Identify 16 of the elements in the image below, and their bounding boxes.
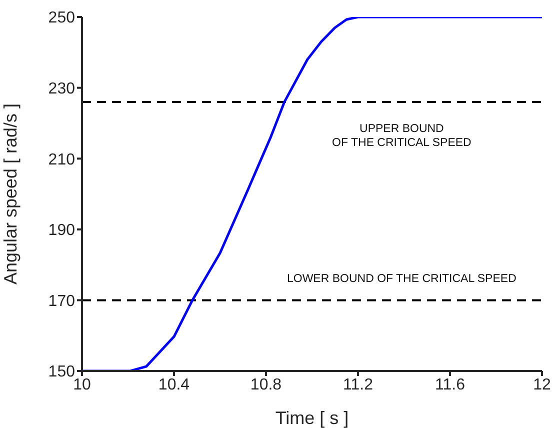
x-axis-title: Time [ s ] — [275, 408, 349, 428]
x-tick-label: 10.4 — [158, 376, 190, 394]
x-tick-label: 11.2 — [343, 376, 374, 394]
x-tick-label: 10 — [73, 376, 91, 394]
ref-line-label: UPPER BOUND OF THE CRITICAL SPEED — [332, 122, 472, 149]
y-tick-label: 150 — [48, 364, 76, 381]
y-axis-title: Angular speed [ rad/s ] — [0, 103, 20, 285]
x-tick-label: 10.8 — [250, 376, 282, 394]
x-tick-label: 12 — [533, 376, 551, 394]
y-tick-label: 210 — [48, 151, 76, 168]
y-tick-label: 190 — [48, 222, 76, 240]
y-tick-label: 230 — [48, 80, 76, 98]
y-tick-label: 250 — [48, 10, 76, 27]
x-tick-label: 11.6 — [435, 376, 466, 394]
y-tick-label: 170 — [48, 292, 76, 310]
ref-line-label: LOWER BOUND OF THE CRITICAL SPEED — [286, 273, 516, 286]
